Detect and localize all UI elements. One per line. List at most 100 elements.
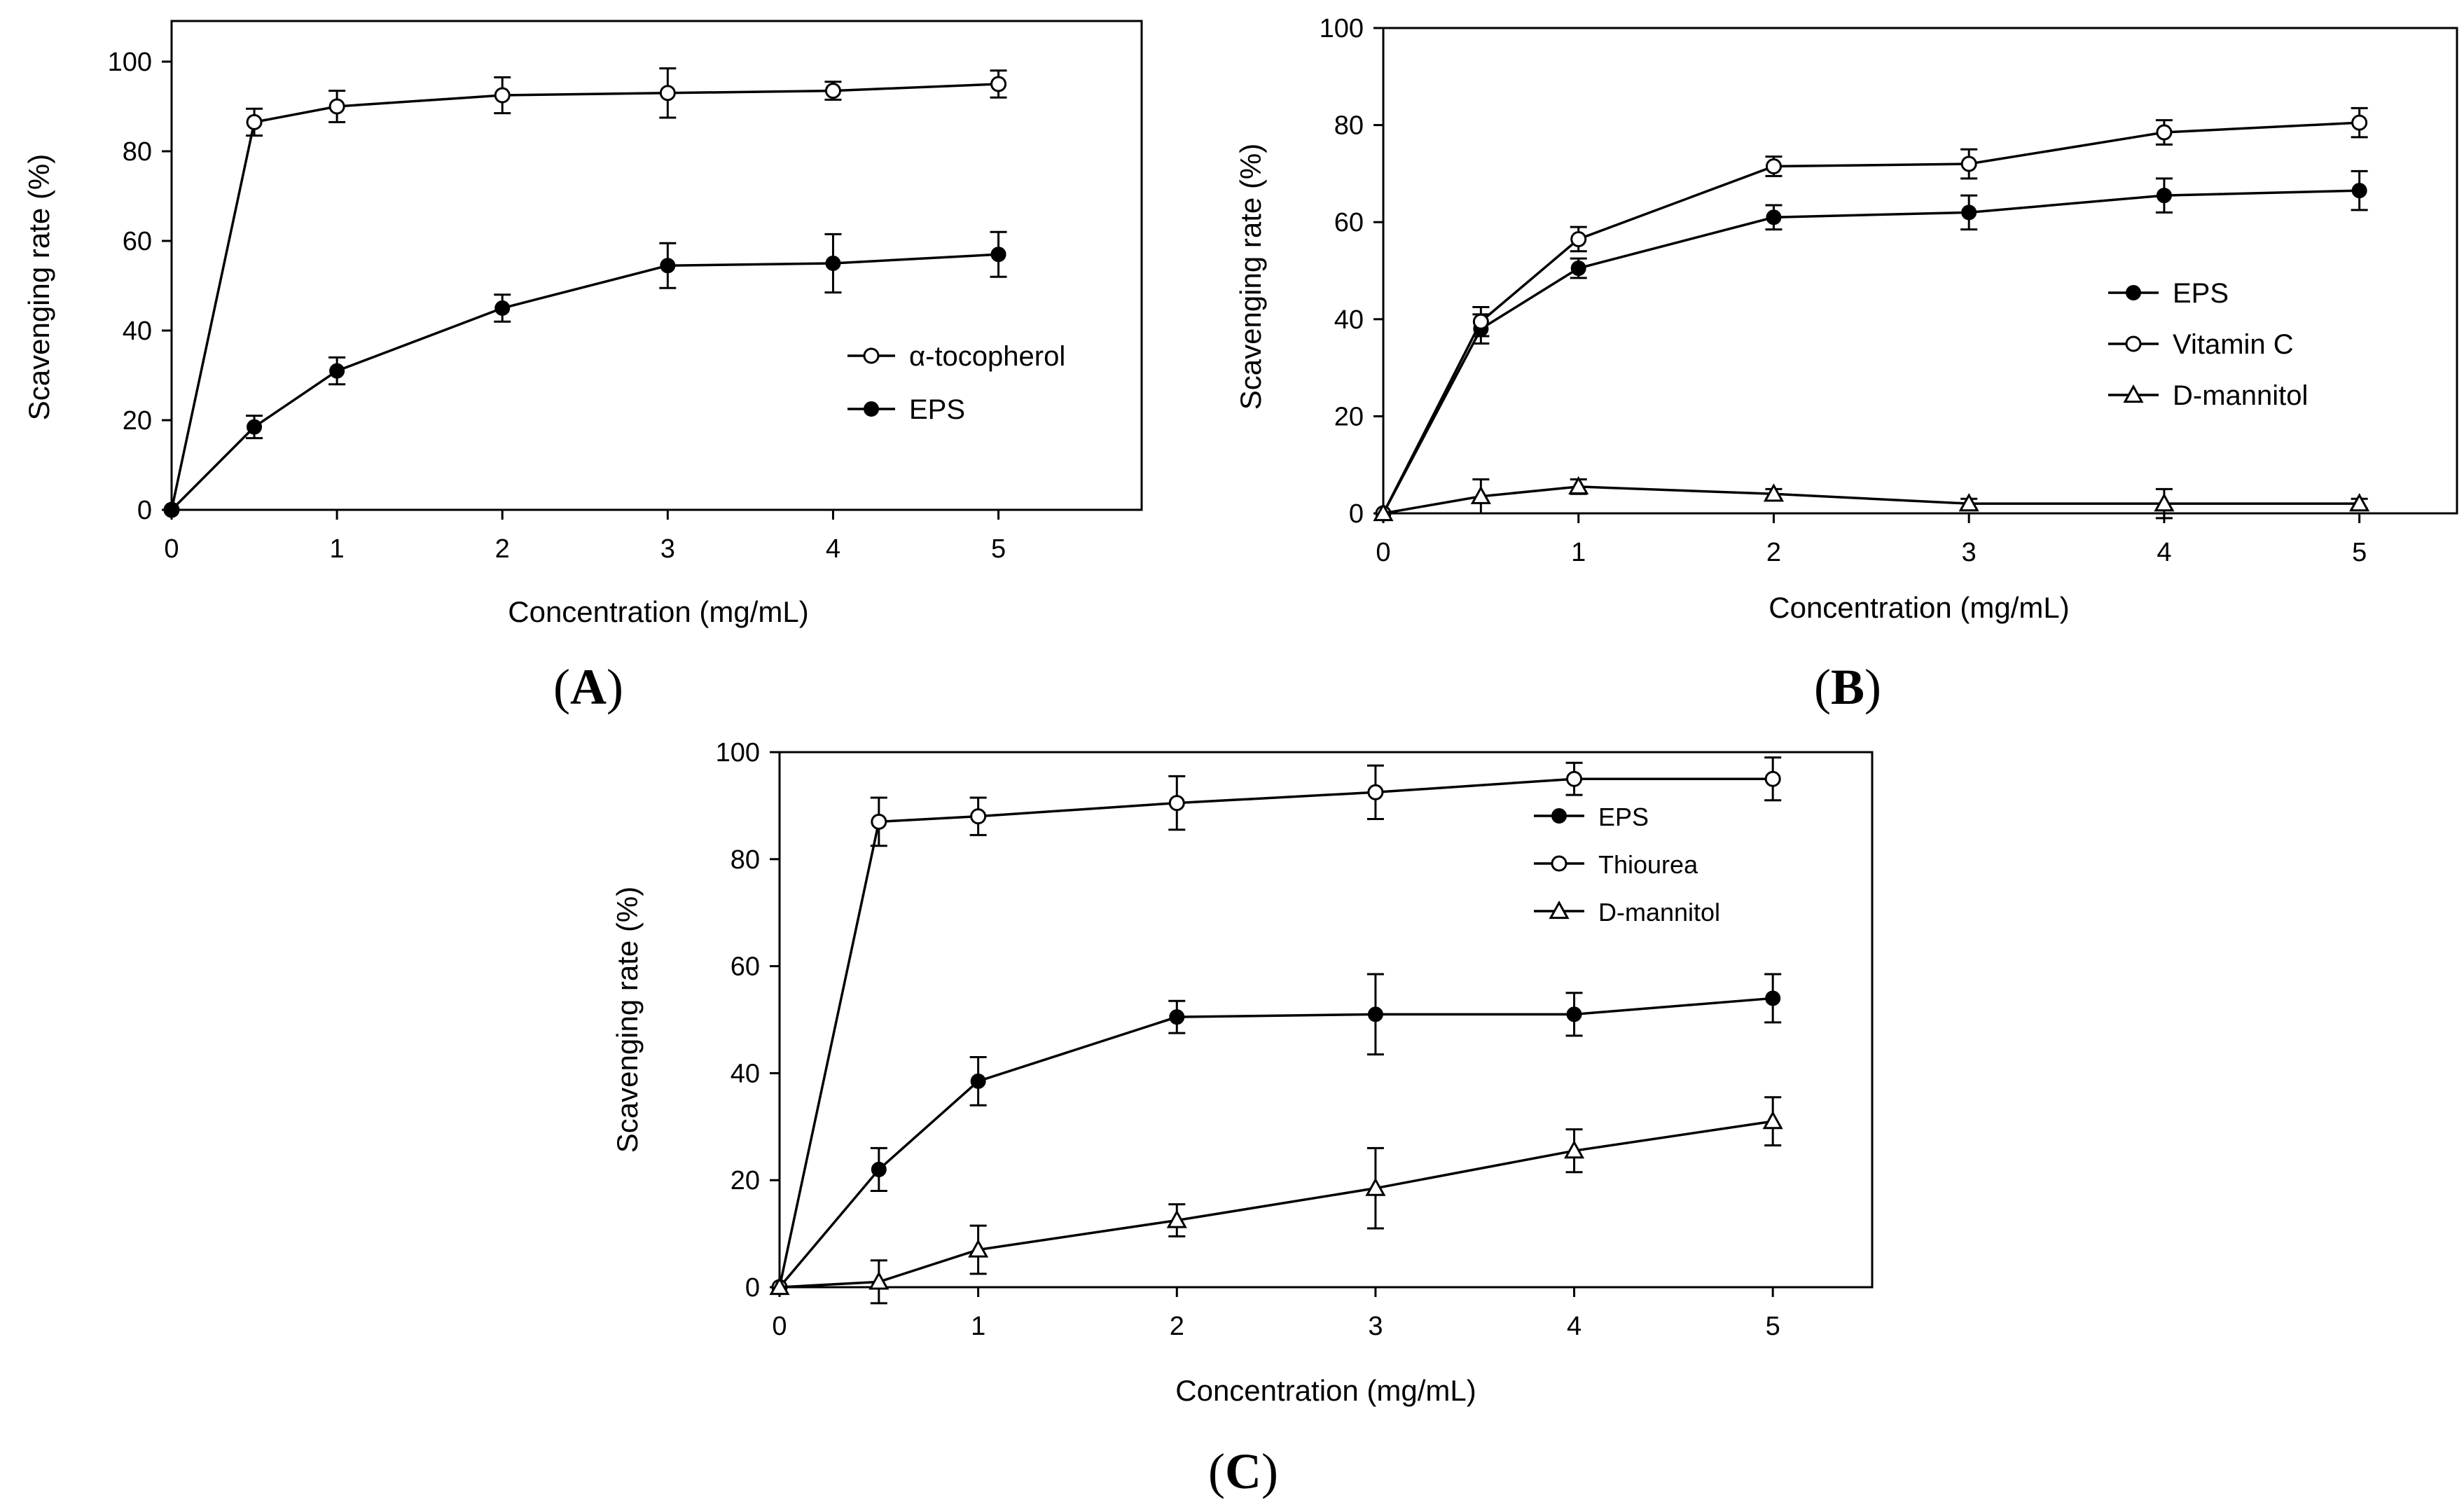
x-tick-label: 0 — [164, 534, 179, 564]
series-d-mannitol — [769, 1096, 1783, 1305]
data-point — [494, 87, 511, 104]
y-axis-title: Scavenging rate (%) — [1234, 144, 1267, 410]
y-tick-label: 80 — [123, 137, 152, 167]
legend-label: Vitamin C — [2173, 329, 2294, 360]
data-point — [990, 76, 1007, 92]
y-tick-label: 60 — [123, 227, 152, 256]
data-point — [1566, 770, 1583, 787]
y-tick-label: 80 — [1334, 111, 1364, 141]
data-point — [1765, 158, 1782, 175]
series-line — [170, 83, 999, 511]
y-tick-label: 0 — [745, 1273, 760, 1303]
data-point — [1566, 1006, 1582, 1022]
y-tick-label: 40 — [123, 317, 152, 346]
x-tick-label: 5 — [991, 534, 1006, 564]
data-point — [494, 300, 511, 316]
x-axis-title: Concentration (mg/mL) — [508, 595, 809, 628]
legend-swatch-marker — [1551, 855, 1567, 872]
data-point — [970, 808, 987, 825]
series-line — [779, 1120, 1773, 1289]
data-point — [659, 85, 676, 102]
panel-letter: C — [1225, 1443, 1261, 1499]
data-point — [660, 258, 676, 274]
data-point — [1367, 1006, 1383, 1022]
x-tick-label: 2 — [1170, 1312, 1184, 1341]
plot-frame — [170, 20, 1143, 511]
legend-swatch-marker — [863, 347, 880, 364]
data-point — [1766, 209, 1782, 226]
x-tick-label: 4 — [2157, 538, 2171, 567]
plot-frame — [1382, 27, 2458, 515]
x-tick-label: 1 — [1571, 538, 1586, 567]
panel-label: (C) — [1208, 1443, 1278, 1499]
y-tick-label: 60 — [731, 952, 760, 982]
y-tick-label: 60 — [1334, 208, 1364, 237]
y-tick-label: 0 — [137, 496, 152, 525]
data-point — [1961, 204, 1977, 221]
y-tick-label: 100 — [1320, 14, 1364, 43]
data-point — [1958, 493, 1979, 512]
y-tick-label: 20 — [123, 406, 152, 436]
data-point — [2154, 493, 2175, 512]
y-tick-label: 0 — [1349, 499, 1364, 529]
series-eps — [164, 230, 1007, 518]
data-point — [990, 247, 1006, 263]
legend-swatch-marker — [2126, 285, 2141, 300]
legend-label: EPS — [1598, 803, 1649, 831]
data-point — [247, 419, 263, 435]
legend-label: α-tocopherol — [909, 341, 1065, 372]
data-point — [2349, 493, 2370, 512]
y-axis-title: Scavenging rate (%) — [611, 887, 644, 1153]
legend: EPS Thiourea D-mannitol — [1534, 803, 1720, 927]
x-axis-title: Concentration (mg/mL) — [1769, 591, 2070, 624]
series-d-mannitol — [1373, 476, 2370, 522]
x-axis-title: Concentration (mg/mL) — [1175, 1374, 1476, 1407]
data-point — [1765, 990, 1781, 1006]
chart-panel-c: 0 20 40 60 80 100 0 1 2 3 4 5 Concentration (mg/mL) S… — [611, 738, 1874, 1499]
data-point — [868, 1271, 890, 1290]
data-point — [871, 1161, 887, 1177]
y-tick-label: 20 — [1334, 402, 1364, 431]
legend-swatch-marker — [2125, 335, 2142, 352]
data-point — [1570, 230, 1587, 247]
data-point — [1472, 313, 1489, 330]
data-point — [1373, 502, 1394, 522]
data-point — [970, 1073, 986, 1089]
data-point — [2156, 188, 2172, 204]
x-tick-label: 0 — [1376, 538, 1390, 567]
data-point — [164, 502, 179, 518]
series-vitamin-c — [1375, 106, 2368, 522]
data-point — [871, 813, 887, 830]
data-point — [328, 98, 345, 115]
chart-panel-a: 0 20 40 60 80 100 0 1 2 3 4 5 Concentration (mg/mL) S… — [22, 20, 1143, 715]
data-point — [968, 1239, 989, 1258]
x-tick-label: 3 — [1368, 1312, 1383, 1341]
y-tick-label: 40 — [1334, 305, 1364, 335]
data-point — [1563, 1140, 1585, 1159]
y-tick-label: 40 — [731, 1059, 760, 1088]
data-point — [1470, 485, 1491, 504]
x-tick-label: 0 — [772, 1312, 787, 1341]
data-point — [1168, 795, 1185, 812]
legend-swatch-marker — [1549, 900, 1570, 920]
data-point — [825, 256, 841, 271]
series--tocopherol — [163, 67, 1007, 518]
y-tick-label: 100 — [716, 738, 760, 768]
data-point — [769, 1276, 790, 1296]
legend-label: EPS — [909, 394, 965, 425]
legend-label: Thiourea — [1598, 850, 1698, 879]
data-point — [1568, 476, 1589, 494]
y-axis-title: Scavenging rate (%) — [22, 154, 55, 421]
data-point — [1764, 770, 1781, 787]
panel-label: (B) — [1814, 659, 1881, 715]
x-tick-label: 2 — [495, 534, 510, 564]
legend-label: D-mannitol — [2173, 380, 2308, 411]
plot-frame — [778, 751, 1874, 1289]
series-eps — [772, 973, 1782, 1295]
y-tick-label: 20 — [731, 1166, 760, 1195]
x-tick-label: 1 — [330, 534, 345, 564]
legend: α-tocopherol EPS — [847, 341, 1065, 425]
data-point — [824, 83, 841, 99]
data-point — [1367, 784, 1384, 800]
